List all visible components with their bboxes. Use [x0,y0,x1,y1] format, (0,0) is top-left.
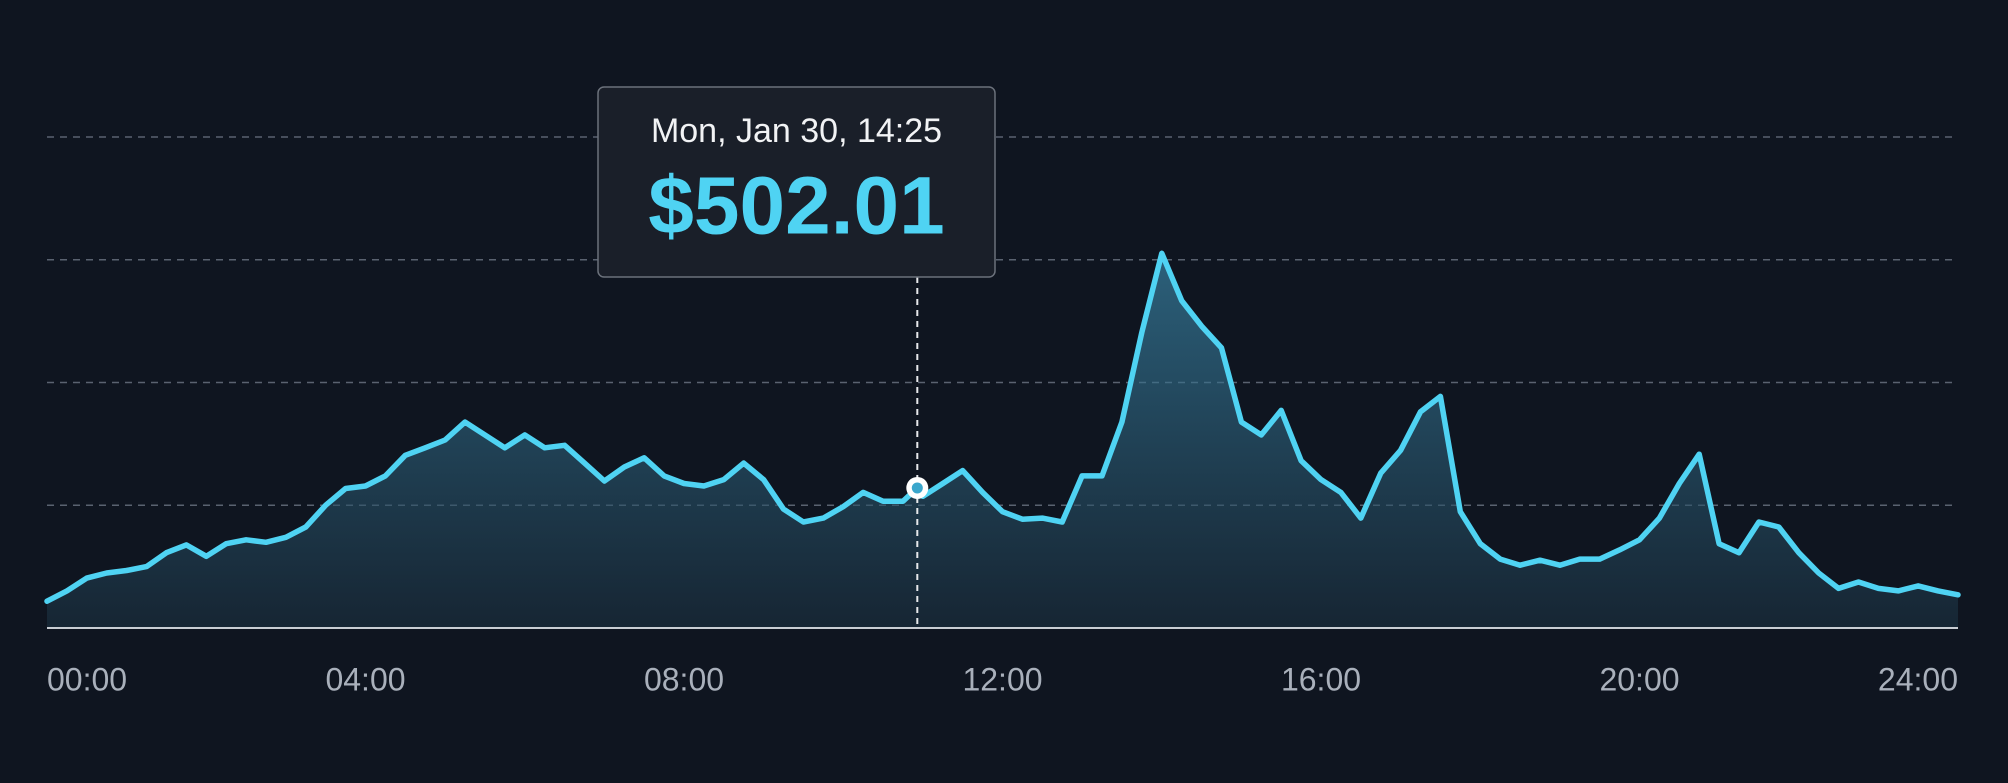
x-tick-label: 08:00 [644,661,724,697]
plot [44,250,1961,629]
x-tick-label: 16:00 [1281,661,1361,697]
tooltip-box [597,86,996,278]
hover-point-inner [911,482,923,494]
line [44,250,1961,604]
x-tick-label: 04:00 [325,661,405,697]
tooltip: Mon, Jan 30, 14:25 $502.01 [597,86,996,628]
tooltip-value: $502.01 [648,161,944,252]
x-tick-label: 00:00 [47,661,127,697]
x-axis: 00:00 04:00 08:00 12:00 16:00 20:00 24:00 [47,627,1958,697]
x-tick-label: 24:00 [1878,661,1958,697]
area-fill [47,253,1958,629]
tooltip-title: Mon, Jan 30, 14:25 [651,112,942,150]
x-tick-label: 20:00 [1599,661,1679,697]
x-tick-label: 12:00 [962,661,1042,697]
